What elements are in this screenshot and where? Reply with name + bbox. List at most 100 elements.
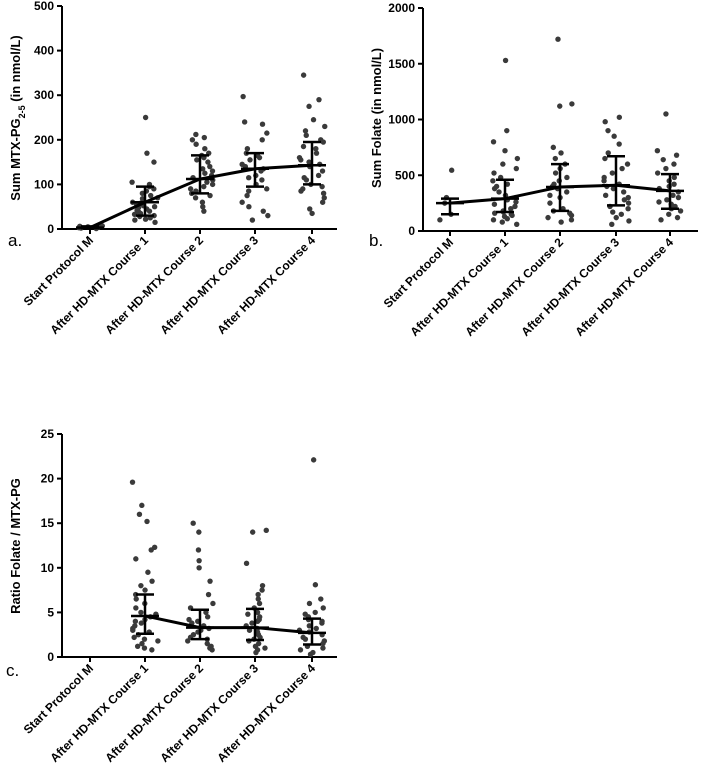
panel-b-data-point [496,189,502,195]
panel-c-x-tick-label: After HD-MTX Course 2 [102,661,206,765]
panel-a-data-point [146,208,153,214]
panel-a-y-axis-label: Sum MTX-PG2-5 (in nmol/L) [8,35,27,200]
panel-b-y-tick-label: 1500 [388,57,415,71]
panel-b-data-point [605,150,611,156]
panel-a-data-point [313,150,320,156]
panel-c-data-point [138,609,144,616]
panel-b-data-point [512,203,518,210]
panel-c-data-point [148,547,154,553]
panel-b-x-tick-label: After HD-MTX Course 1 [407,235,511,339]
panel-b-data-point [671,161,677,167]
panel-a-data-point [189,137,196,143]
panel-b-data-point [491,185,498,192]
panel-c-data-point [259,582,266,589]
panel-c-data-point [142,587,148,593]
panel-a-y-tick-label: 100 [34,177,54,191]
panel-c-data-point [209,647,215,653]
panel-c-data-point [138,582,144,589]
panel-c-data-point [307,651,314,658]
panel-a-median-line [89,163,313,230]
panel-c-data-point [134,643,141,649]
panel-c-x-tick-label: After HD-MTX Course 1 [47,661,151,765]
panel-a: a. Sum MTX-PG2-5 (in nmol/L) 0 100 200 300 4… [8,0,337,337]
panel-a-data-point [201,134,208,141]
panel-b-data-point [605,127,611,134]
panel-a-data-point [139,190,146,197]
panel-c-data-point [263,527,269,534]
panel-a-data-point [142,216,149,222]
panel-b-data-point [609,170,616,176]
panel-b-data-point [660,156,666,163]
panel-c-data-point [196,529,202,535]
panel-b-data-point [670,192,676,199]
panel-a-data-point [298,157,304,163]
panel-c-data-point [204,614,211,620]
panel-b-data-point [621,197,628,203]
panel-a-data-point [320,139,327,145]
panel-a-data-point [259,137,265,143]
panel-a-data-point [192,195,199,201]
panel-a-data-point [200,204,206,210]
panel-a-data-point [204,179,210,185]
panel-a-data-point [306,103,312,110]
panel-a-data-point [131,211,138,217]
panel-b-data-point [490,139,497,145]
panel-b-data-point [613,214,619,221]
panel-a-data-point [151,159,157,165]
panel-a-data-point [202,146,208,152]
panel-b-data-point [602,119,608,125]
panel-c-data-point [129,479,136,485]
panel-b-data-point [624,161,631,167]
panel-c-y-tick-label: 20 [41,472,55,486]
panel-c-data-point [312,609,318,616]
panel-b-data-point [502,57,509,64]
panel-b-y-tick-label: 0 [408,224,415,238]
panel-c-data-point [204,640,210,647]
panel-a-label: a. [8,231,22,250]
panel-b-data-point [558,219,564,225]
panel-a-data-point [244,146,251,152]
panel-a-data-point [151,204,158,210]
panel-c-data-point [320,640,326,647]
panel-c-data-point [205,591,212,598]
panel-b-x-tick-label: After HD-MTX Course 3 [518,235,622,339]
panel-a-data-point [246,175,252,181]
panel-a-data-point [316,96,322,103]
panel-a-data-point [246,204,252,210]
panel-a-data-point [303,132,309,139]
panel-b-y-axis-label: Sum Folate (in nmol/L) [369,48,384,188]
panel-b-data-point [619,165,625,172]
panel-a-data-point [307,206,313,212]
panel-c-data-point [254,618,261,625]
panel-b-data-point [513,199,519,205]
panel-b-data-point [626,218,632,224]
panel-a-data-point [306,159,312,165]
panel-c-data-point [249,529,256,535]
panel-c-data-point [139,502,145,509]
panel-a-data-point [209,181,216,188]
panel-a-data-point [148,192,154,199]
panel-b-data-point [658,217,664,223]
panel-a-data-point [247,157,253,163]
panel-c-data-point [133,605,139,611]
panel-c-y-tick-label: 15 [41,516,55,530]
panel-b-data-point [610,185,617,192]
panel-c-data-point [131,634,137,641]
panel-c-data-point [196,565,202,571]
panel-a-x-tick-label: After HD-MTX Course 3 [157,233,261,337]
panel-b-data-point [514,221,520,228]
panel-a-data-point [300,143,307,150]
panel-c-data-point [312,582,319,588]
panel-c-data-point [149,578,155,584]
panel-a-data-point [256,154,263,161]
panel-b-data-point [552,155,558,162]
panel-b-data-point [504,216,510,222]
panel-b-data-point [547,200,553,206]
panel-a-y-tick-label: 500 [34,0,54,13]
panel-b-data-point [550,144,557,151]
panel-c-data-point [185,638,191,644]
panel-c-data-point [136,511,143,517]
panel-c-data-point [253,649,259,656]
panel-c-data-point [256,600,263,607]
